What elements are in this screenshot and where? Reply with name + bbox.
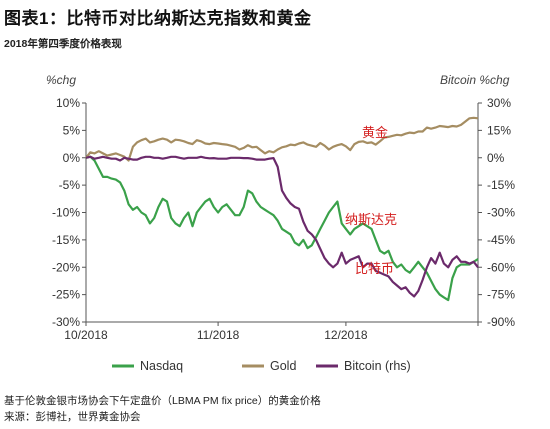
x-tick-label: 10/2018 (64, 328, 108, 342)
right-tick-label: -75% (487, 288, 515, 302)
right-tick-label: 0% (487, 151, 505, 165)
gold-annotation: 黄金 (362, 125, 388, 140)
bitcoin-annotation: 比特币 (355, 261, 394, 276)
right-tick-label: -45% (487, 233, 515, 247)
left-axis: 10% 5% 0% -5% -10% -15% -20% -25% -30% (52, 96, 86, 329)
nasdaq-annotation: 纳斯达克 (345, 212, 397, 227)
bitcoin-line (85, 155, 479, 298)
right-axis-label: Bitcoin %chg (440, 73, 510, 87)
source-note: 来源：彭博社，世界黄金协会 (4, 411, 141, 423)
left-tick-label: -30% (52, 315, 80, 329)
left-tick-label: -10% (52, 206, 80, 220)
right-axis: 30% 15% 0% -15% -30% -45% -60% -75% -90% (478, 96, 515, 329)
series-lines (85, 116, 479, 302)
x-tick-label: 12/2018 (324, 328, 368, 342)
figure-title: 图表1：比特币对比纳斯达克指数和黄金 (4, 9, 312, 28)
gold-line (85, 116, 479, 162)
x-axis: 10/2018 11/2018 12/2018 (64, 322, 479, 342)
left-tick-label: 0% (63, 151, 81, 165)
footnote: 基于伦敦金银市场协会下午定盘价（LBMA PM fix price）的黄金价格 (4, 395, 321, 407)
right-tick-label: -60% (487, 260, 515, 274)
legend-item: Nasdaq (140, 359, 183, 373)
left-tick-label: 5% (63, 123, 81, 137)
right-tick-label: -15% (487, 178, 515, 192)
left-tick-label: -25% (52, 288, 80, 302)
right-tick-label: -90% (487, 315, 515, 329)
x-tick-label: 11/2018 (197, 328, 240, 342)
left-axis-label: %chg (46, 73, 76, 87)
chart-legend: Nasdaq Gold Bitcoin (rhs) (112, 359, 411, 373)
left-tick-label: -5% (59, 178, 81, 192)
right-tick-label: 30% (487, 96, 511, 110)
right-tick-label: 15% (487, 123, 511, 137)
left-tick-label: 10% (56, 96, 80, 110)
left-tick-label: -15% (52, 233, 80, 247)
right-tick-label: -30% (487, 206, 515, 220)
legend-item: Bitcoin (rhs) (344, 359, 411, 373)
nasdaq-line (85, 155, 479, 302)
legend-item: Gold (270, 359, 296, 373)
left-tick-label: -20% (52, 260, 80, 274)
figure-subtitle: 2018年第四季度价格表现 (4, 38, 122, 50)
